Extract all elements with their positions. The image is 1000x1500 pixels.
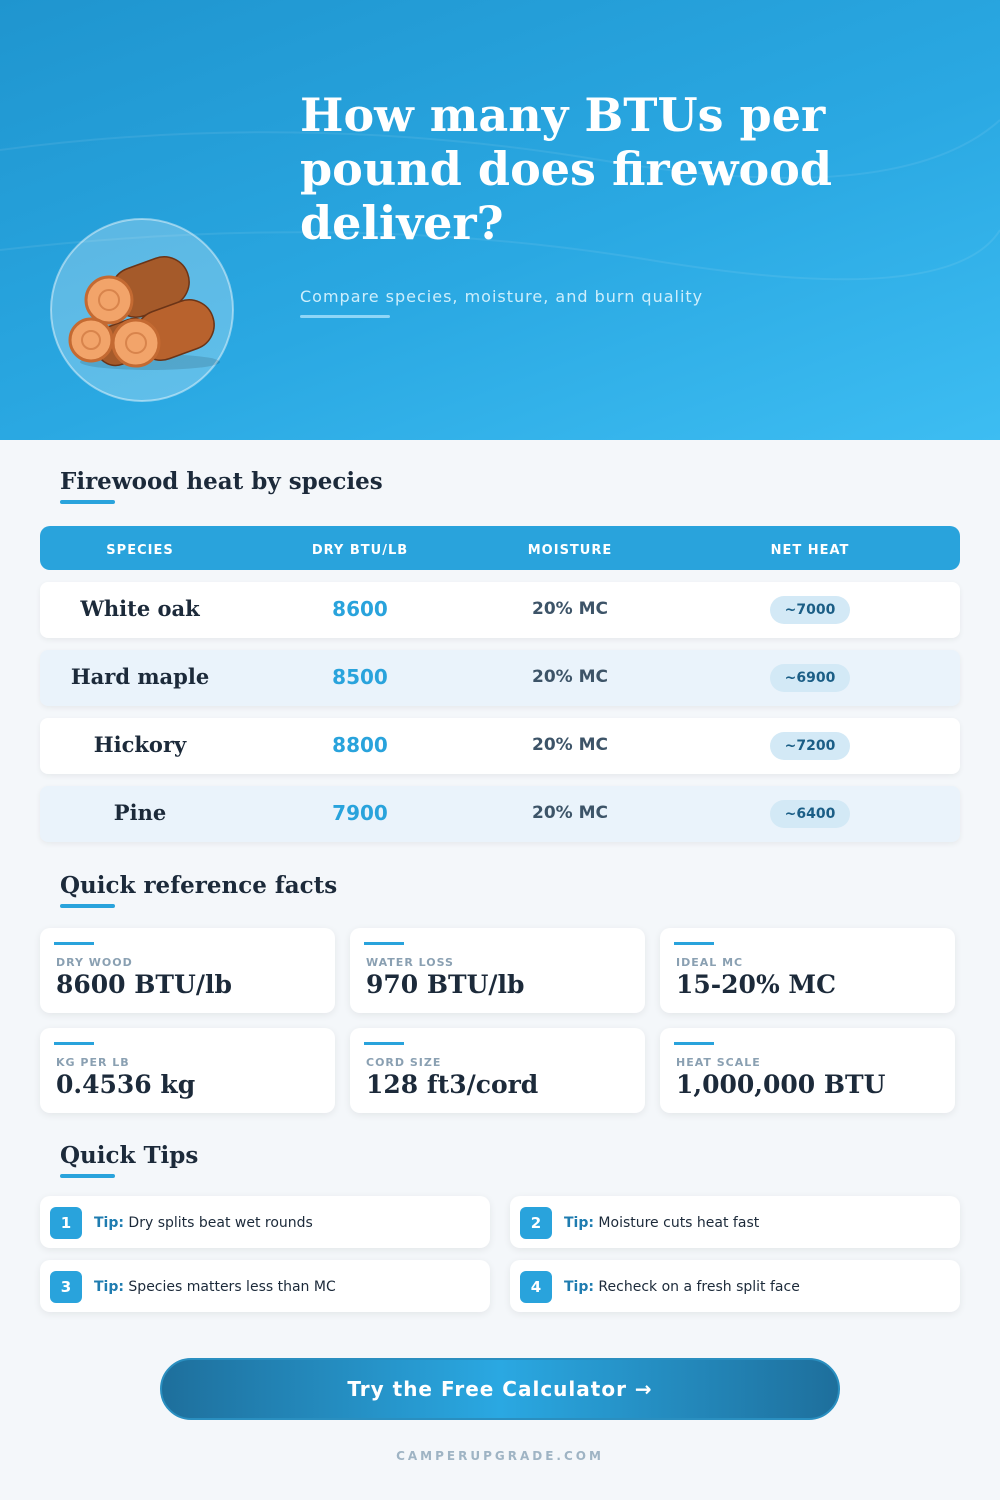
tip-label: Tip: [94, 1279, 124, 1295]
tip-number: 2 [520, 1207, 552, 1239]
tip-text: Tip: Dry splits beat wet rounds [94, 1215, 313, 1231]
accent-bar [364, 1042, 404, 1045]
moisture: 20% MC [531, 735, 609, 755]
fact-label: WATER LOSS [366, 956, 454, 969]
fact-value: 970 BTU/lb [366, 970, 525, 999]
title: How many BTUs per pound does firewood de… [300, 88, 833, 250]
dry-btu: 7900 [332, 801, 388, 825]
footer: CAMPERUPGRADE.COM [396, 1449, 604, 1463]
tip-body: Recheck on a fresh split face [598, 1279, 800, 1295]
fact-label: DRY WOOD [56, 956, 133, 969]
section-heading: Firewood heat by species [60, 468, 383, 495]
tip-card: 4 Tip: Recheck on a fresh split face [510, 1260, 960, 1312]
fact-label: CORD SIZE [366, 1056, 442, 1069]
accent-bar [60, 500, 115, 504]
column-header: NET HEAT [770, 543, 850, 558]
tip-text: Tip: Species matters less than MC [94, 1279, 336, 1295]
tip-label: Tip: [564, 1215, 594, 1231]
fact-value: 8600 BTU/lb [56, 970, 232, 999]
fact-label: HEAT SCALE [676, 1056, 761, 1069]
fact-card: HEAT SCALE 1,000,000 BTU [660, 1028, 955, 1113]
species-name: Pine [113, 800, 167, 825]
fact-card: DRY WOOD 8600 BTU/lb [40, 928, 335, 1013]
fact-card: IDEAL MC 15-20% MC [660, 928, 955, 1013]
accent-bar [60, 1174, 115, 1178]
moisture: 20% MC [531, 667, 609, 687]
species-name: White oak [80, 596, 200, 621]
net-heat: ~7200 [770, 732, 850, 760]
accent-bar [54, 1042, 94, 1045]
fact-value: 15-20% MC [676, 970, 836, 999]
tip-text: Tip: Moisture cuts heat fast [564, 1215, 759, 1231]
tip-body: Dry splits beat wet rounds [128, 1215, 313, 1231]
tip-card: 3 Tip: Species matters less than MC [40, 1260, 490, 1312]
tip-label: Tip: [564, 1279, 594, 1295]
tip-card: 1 Tip: Dry splits beat wet rounds [40, 1196, 490, 1248]
accent-bar [364, 942, 404, 945]
cta-button[interactable]: Try the Free Calculator → [160, 1358, 840, 1420]
hero-art [0, 119, 1000, 402]
net-heat: ~7000 [770, 596, 850, 624]
accent-bar [674, 1042, 714, 1045]
net-heat: ~6900 [770, 664, 850, 692]
dry-btu: 8800 [332, 733, 388, 757]
fact-value: 1,000,000 BTU [676, 1070, 886, 1099]
fact-label: IDEAL MC [676, 956, 744, 969]
fact-card: KG PER LB 0.4536 kg [40, 1028, 335, 1113]
table-row: White oak 8600 20% MC ~7000 [40, 582, 960, 638]
accent-bar [54, 942, 94, 945]
hero: How many BTUs per pound does firewood de… [0, 0, 1000, 440]
table-row: Pine 7900 20% MC ~6400 [40, 786, 960, 842]
net-heat: ~6400 [770, 800, 850, 828]
tip-number: 4 [520, 1271, 552, 1303]
fact-value: 128 ft3/cord [366, 1070, 539, 1099]
subtitle: Compare species, moisture, and burn qual… [300, 287, 704, 306]
accent-bar [60, 904, 115, 908]
species-name: Hard maple [70, 664, 210, 689]
tip-text: Tip: Recheck on a fresh split face [564, 1279, 800, 1295]
fact-card: WATER LOSS 970 BTU/lb [350, 928, 645, 1013]
dry-btu: 8500 [332, 665, 388, 689]
table-row: Hickory 8800 20% MC ~7200 [40, 718, 960, 774]
moisture: 20% MC [531, 599, 609, 619]
tip-number: 1 [50, 1207, 82, 1239]
accent-bar [300, 315, 390, 318]
tip-body: Moisture cuts heat fast [598, 1215, 760, 1231]
tip-body: Species matters less than MC [128, 1279, 336, 1295]
fact-value: 0.4536 kg [56, 1070, 196, 1099]
moisture: 20% MC [531, 803, 609, 823]
species-name: Hickory [93, 732, 187, 757]
tip-number: 3 [50, 1271, 82, 1303]
section-heading: Quick Tips [60, 1142, 199, 1169]
tip-label: Tip: [94, 1215, 124, 1231]
accent-bar [674, 942, 714, 945]
column-header: SPECIES [106, 543, 174, 558]
fact-card: CORD SIZE 128 ft3/cord [350, 1028, 645, 1113]
column-header: DRY BTU/LB [311, 543, 409, 558]
section-heading: Quick reference facts [60, 872, 338, 899]
dry-btu: 8600 [332, 597, 388, 621]
tip-card: 2 Tip: Moisture cuts heat fast [510, 1196, 960, 1248]
table-header: SPECIES DRY BTU/LB MOISTURE NET HEAT [40, 526, 960, 570]
fact-label: KG PER LB [56, 1056, 130, 1069]
table-row: Hard maple 8500 20% MC ~6900 [40, 650, 960, 706]
column-header: MOISTURE [527, 543, 613, 558]
